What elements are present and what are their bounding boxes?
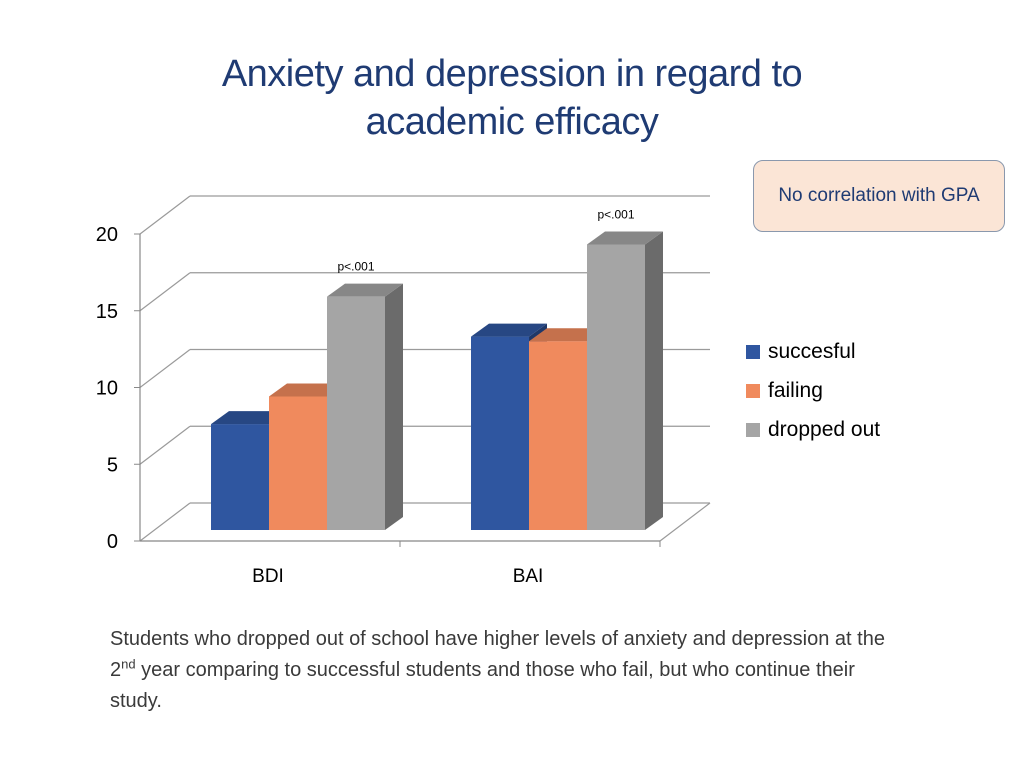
bar-top bbox=[327, 283, 403, 297]
y-tick-label: 5 bbox=[107, 454, 118, 476]
gridline-side bbox=[139, 502, 191, 542]
bar bbox=[269, 396, 327, 530]
bar-top bbox=[269, 383, 345, 397]
bar-top bbox=[529, 328, 605, 342]
title-line-2: academic efficacy bbox=[365, 101, 659, 143]
y-tick-label: 10 bbox=[96, 378, 118, 400]
x-category-label: BDI bbox=[252, 566, 284, 587]
title-line-1: Anxiety and depression in regard to bbox=[221, 53, 803, 95]
legend-label: dropped out bbox=[768, 417, 881, 441]
p-value-annotation: p<.001 bbox=[597, 207, 634, 221]
bar bbox=[471, 336, 529, 530]
gridline-side bbox=[139, 195, 191, 235]
chart-legend: succesful failing dropped out bbox=[746, 332, 880, 449]
legend-label: succesful bbox=[768, 339, 856, 363]
gridline-side bbox=[139, 425, 191, 465]
bar-top bbox=[587, 231, 663, 245]
gridline-side bbox=[139, 272, 191, 312]
bar bbox=[587, 244, 645, 531]
y-tick-label: 0 bbox=[107, 531, 118, 553]
legend-swatch bbox=[746, 344, 760, 359]
p-value-annotation: p<.001 bbox=[337, 260, 374, 274]
gpa-callout: No correlation with GPA bbox=[753, 160, 1005, 232]
bar-top bbox=[471, 323, 547, 337]
bar bbox=[211, 424, 269, 530]
legend-swatch bbox=[746, 422, 760, 437]
legend-label: failing bbox=[768, 378, 823, 402]
legend-swatch bbox=[746, 383, 760, 398]
caption-text-2: year comparing to successful students an… bbox=[110, 659, 855, 712]
slide-caption: Students who dropped out of school have … bbox=[110, 624, 910, 717]
x-category-label: BAI bbox=[513, 566, 544, 587]
gridline-side bbox=[139, 349, 191, 388]
bar-side bbox=[385, 283, 403, 530]
y-tick-label: 20 bbox=[96, 224, 118, 246]
y-tick-label: 15 bbox=[96, 301, 118, 323]
legend-item-failing: failing bbox=[746, 371, 880, 410]
bar bbox=[327, 296, 385, 530]
callout-text: No correlation with GPA bbox=[778, 185, 980, 206]
bar-top bbox=[211, 411, 287, 425]
caption-text-1: Students who dropped out of school have … bbox=[110, 628, 885, 681]
floor-edge bbox=[659, 502, 711, 542]
slide-title: Anxiety and depression in regard to acad… bbox=[112, 50, 912, 146]
bar-side bbox=[645, 231, 663, 531]
bar bbox=[529, 341, 587, 530]
legend-item-succesful: succesful bbox=[746, 332, 880, 371]
caption-superscript: nd bbox=[121, 656, 136, 672]
legend-item-dropped-out: dropped out bbox=[746, 410, 880, 449]
